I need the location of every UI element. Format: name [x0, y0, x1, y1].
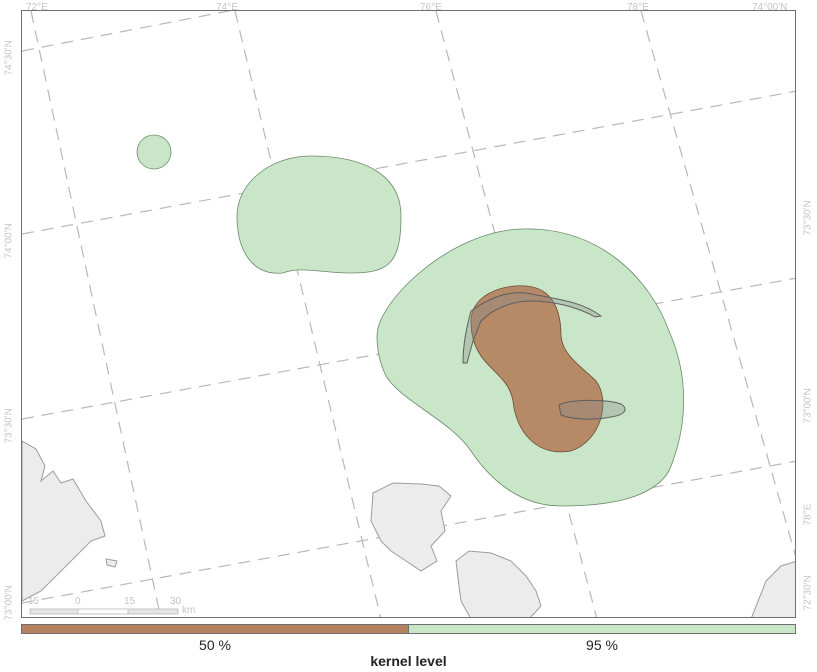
land-outline-east-blob: [558, 399, 626, 420]
map-canvas: [22, 11, 795, 617]
right-tick-73-00n: 73°00'N: [802, 388, 814, 424]
meridian-78e: [640, 11, 795, 557]
legend-label-95: 95 %: [586, 637, 618, 653]
map-panel[interactable]: [21, 10, 796, 618]
right-tick-73-30n: 73°30'N: [802, 200, 814, 236]
meridian-74e: [234, 11, 382, 617]
legend-title: kernel level: [370, 653, 447, 669]
left-tick-73-00n: 73°00'N: [3, 585, 15, 621]
parallel-74-00n: [22, 90, 795, 235]
kernel-50-polygons: [470, 285, 604, 453]
scale-label-15: 15: [124, 596, 136, 607]
land-west: [22, 440, 106, 602]
land-islet-west: [105, 558, 118, 568]
kernel-50-core: [470, 285, 604, 453]
scale-label-0: 0: [75, 596, 81, 607]
land-southeast: [751, 561, 795, 617]
land-south: [455, 550, 542, 617]
legend-bar: [21, 624, 796, 634]
land-outlines-overlay: [462, 292, 626, 420]
top-tick-74e: 74°E: [216, 2, 238, 13]
parallel-73-00n: [22, 460, 795, 604]
kernel-95-small-patch: [136, 134, 172, 170]
scale-bar-graphic: [29, 608, 179, 615]
scale-label-15-left: 15: [28, 596, 40, 607]
right-tick-72-30n: 72°30'N: [802, 575, 814, 611]
left-tick-73-30n: 73°30'N: [3, 408, 15, 444]
legend-swatch-95: [409, 625, 795, 633]
top-tick-74-00n: 74°00'N: [752, 2, 788, 13]
graticule: [22, 11, 795, 617]
scale-unit: km: [182, 605, 196, 616]
legend-swatch-50: [22, 625, 409, 633]
land-outline-north-arc: [462, 292, 603, 364]
kernel-95-north-patch: [236, 155, 402, 274]
top-tick-72e: 72°E: [26, 2, 48, 13]
scale-label-30: 30: [170, 596, 182, 607]
kernel-95-polygons: [136, 134, 685, 507]
top-tick-76e: 76°E: [420, 2, 442, 13]
land-masses: [22, 440, 795, 617]
land-central: [370, 482, 452, 572]
right-tick-78e: 78°E: [802, 503, 814, 526]
meridian-72e: [30, 11, 162, 617]
meridian-76e: [435, 11, 598, 617]
top-tick-78e: 78°E: [627, 2, 649, 13]
scale-bar: 15 0 15 30 km: [28, 596, 218, 616]
parallel-73-30n: [22, 277, 795, 420]
parallel-74-30n: [22, 11, 232, 52]
left-tick-74-30n: 74°30'N: [3, 40, 15, 76]
legend-label-50: 50 %: [199, 637, 231, 653]
left-tick-74-00n: 74°00'N: [3, 223, 15, 259]
